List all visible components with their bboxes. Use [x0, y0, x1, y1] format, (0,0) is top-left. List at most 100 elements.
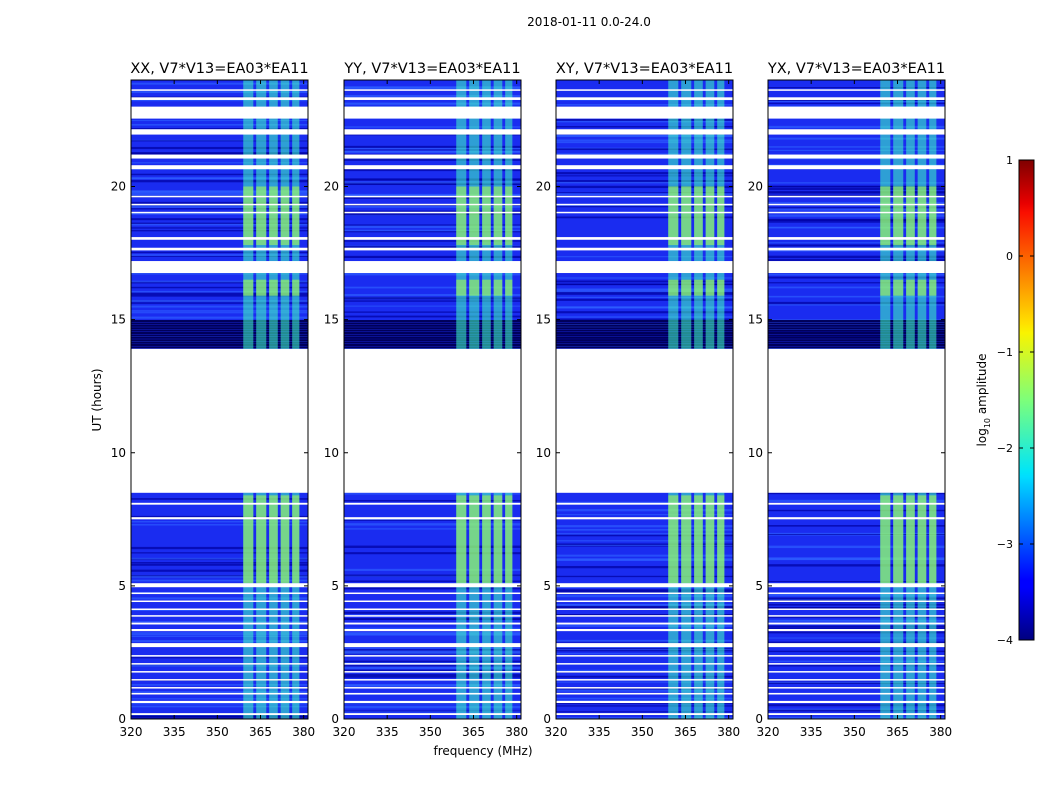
rfi-bright	[469, 279, 480, 296]
noise-streak	[768, 716, 945, 719]
noise-streak	[344, 149, 521, 151]
x-tick-label: 365	[249, 725, 272, 739]
rfi-bright	[280, 279, 290, 296]
rfi-bright	[493, 186, 503, 246]
rfi-stripe	[505, 492, 513, 719]
noise-streak	[768, 249, 945, 252]
rfi-bright	[482, 495, 491, 584]
noise-streak	[768, 606, 945, 609]
dark-band	[768, 327, 945, 330]
noise-streak	[556, 323, 733, 326]
noise-streak	[768, 242, 945, 244]
noise-streak	[344, 666, 521, 670]
noise-streak	[556, 525, 733, 528]
noise-streak	[131, 290, 308, 293]
noise-streak	[768, 255, 945, 259]
y-tick-label: 5	[331, 579, 339, 593]
noise-streak	[344, 145, 521, 148]
noise-streak	[344, 711, 521, 713]
rfi-bright	[694, 186, 703, 246]
panel-title: YX, V7*V13=EA03*EA11	[767, 61, 945, 77]
noise-streak	[556, 544, 733, 546]
noise-streak	[768, 525, 945, 527]
noise-streak	[768, 244, 945, 247]
data-block-1	[556, 80, 733, 349]
noise-streak	[131, 640, 308, 643]
noise-streak	[131, 162, 308, 164]
x-tick-label: 320	[333, 725, 356, 739]
rfi-bright	[893, 186, 904, 246]
noise-streak	[768, 625, 945, 628]
rfi-bright	[505, 495, 513, 584]
dark-band	[131, 324, 308, 327]
flag-gap	[768, 622, 945, 625]
noise-streak	[131, 146, 308, 150]
flag-gap	[556, 592, 733, 595]
flag-gap	[768, 655, 945, 657]
noise-streak	[768, 665, 945, 667]
rfi-stripe	[256, 492, 267, 719]
flag-gap	[344, 643, 521, 648]
panel-frame	[130, 79, 309, 720]
noise-streak	[556, 333, 733, 336]
noise-streak	[768, 87, 945, 89]
noise-streak	[344, 519, 521, 521]
dark-band	[344, 339, 521, 342]
flag-gap	[131, 700, 308, 704]
dark-band	[768, 346, 945, 349]
flag-gap	[344, 165, 521, 170]
y-tick-label: 20	[748, 180, 763, 194]
rfi-bright	[493, 495, 503, 584]
noise-streak	[768, 185, 945, 187]
noise-streak	[556, 681, 733, 683]
flag-gap	[344, 203, 521, 206]
flag-gap	[556, 261, 733, 274]
colorbar-label: log10 amplitude	[975, 354, 992, 447]
noise-streak	[131, 302, 308, 304]
rfi-bright	[243, 495, 254, 584]
noise-streak	[131, 635, 308, 638]
noise-streak	[768, 564, 945, 567]
noise-streak	[131, 705, 308, 708]
flag-gap	[131, 671, 308, 673]
y-tick-label: 0	[331, 712, 339, 726]
noise-streak	[556, 717, 733, 719]
noise-streak	[344, 94, 521, 98]
colorbar: −4 −3 −2 −1 0 1 log10 amplitude	[975, 154, 1035, 647]
noise-streak	[556, 589, 733, 592]
noise-streak	[131, 280, 308, 283]
flag-gap	[768, 195, 945, 198]
noise-streak	[131, 153, 308, 155]
rfi-bright	[917, 495, 927, 584]
rfi-stripe	[482, 492, 491, 719]
noise-streak	[344, 528, 521, 530]
flag-gap	[131, 211, 308, 214]
noise-streak	[768, 631, 945, 634]
noise-streak	[768, 641, 945, 644]
noise-streak	[344, 545, 521, 548]
x-tick-label: 350	[631, 725, 654, 739]
panel-title: XY, V7*V13=EA03*EA11	[556, 61, 733, 77]
flag-gap	[768, 713, 945, 716]
noise-streak	[556, 533, 733, 535]
flag-gap	[131, 629, 308, 632]
rfi-bright	[505, 279, 513, 296]
noise-streak	[344, 705, 521, 709]
y-tick-label: 10	[536, 446, 551, 460]
noise-streak	[131, 90, 308, 94]
rfi-bright	[906, 279, 915, 296]
noise-streak	[768, 282, 945, 284]
rfi-bright	[880, 186, 891, 246]
noise-streak	[768, 273, 945, 276]
colorbar-tick-label: −2	[997, 442, 1013, 455]
noise-streak	[556, 120, 733, 123]
noise-streak	[344, 126, 521, 128]
flag-gap	[344, 97, 521, 100]
flag-gap	[344, 713, 521, 716]
y-tick-label: 15	[748, 313, 763, 327]
dark-band	[131, 334, 308, 337]
noise-streak	[768, 218, 945, 221]
noise-streak	[556, 575, 733, 578]
dark-band	[344, 343, 521, 346]
noise-streak	[344, 240, 521, 242]
